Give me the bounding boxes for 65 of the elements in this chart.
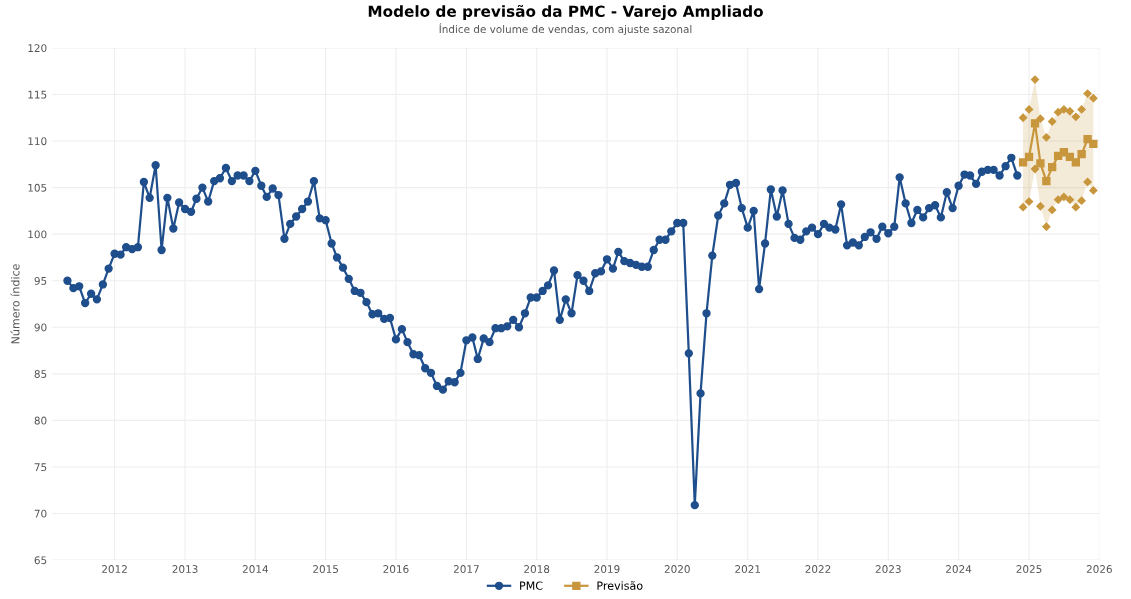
x-tick-label: 2025 — [1016, 565, 1042, 573]
y-tick-label: 115 — [28, 90, 47, 99]
x-tick-label: 2016 — [383, 565, 409, 573]
y-tick-label: 85 — [34, 370, 47, 378]
x-tick-label: 2014 — [242, 565, 269, 573]
point — [1036, 159, 1045, 168]
point — [1089, 186, 1098, 195]
point — [1042, 222, 1051, 231]
x-tick-label: 2015 — [313, 565, 338, 573]
y-tick-label: 100 — [28, 230, 47, 239]
point — [1059, 105, 1069, 114]
y-tick-label: 70 — [34, 509, 47, 518]
y-axis-title: Número índice — [10, 264, 20, 344]
y-tick-label: 80 — [34, 416, 47, 425]
point — [1042, 133, 1051, 142]
x-tick-label: 2022 — [805, 565, 831, 573]
point — [1048, 117, 1057, 126]
y-tick-label: 90 — [34, 323, 47, 332]
x-tick-label: 2020 — [664, 565, 690, 573]
point — [1071, 158, 1081, 167]
x-tick-label: 2012 — [102, 565, 127, 573]
chart-subtitle: Índice de volume de vendas, com ajuste sazonal — [439, 23, 692, 36]
point — [1047, 162, 1057, 172]
x-tick-label: 2026 — [1086, 565, 1112, 573]
y-tick-label: 65 — [34, 556, 47, 565]
point — [1024, 152, 1034, 162]
point — [1059, 192, 1069, 202]
point — [1089, 139, 1098, 148]
chart-title: Modelo de previsão da PMC - Varejo Ampliado — [368, 4, 763, 21]
legend-label: PMC — [520, 581, 543, 590]
point — [1018, 203, 1028, 212]
point — [1071, 112, 1080, 121]
x-tick-label: 2013 — [172, 565, 198, 573]
point — [1042, 176, 1051, 186]
point — [1053, 195, 1063, 204]
y-tick-label: 95 — [34, 276, 47, 285]
point — [1071, 203, 1080, 212]
point — [1048, 205, 1057, 215]
point — [1030, 119, 1040, 128]
x-tick-label: 2018 — [524, 565, 550, 573]
x-tick-label: 2024 — [946, 565, 972, 573]
point — [1024, 197, 1034, 206]
point — [1018, 113, 1028, 122]
point — [1036, 114, 1045, 123]
point — [1065, 195, 1075, 204]
point — [1083, 177, 1092, 187]
y-tick-label: 110 — [28, 137, 47, 146]
x-tick-label: 2017 — [453, 565, 479, 573]
y-tick-label: 75 — [34, 463, 47, 472]
point — [1077, 196, 1086, 205]
x-tick-label: 2021 — [735, 565, 761, 573]
y-tick-label: 120 — [28, 44, 47, 53]
point — [1083, 89, 1092, 98]
x-tick-label: 2019 — [594, 565, 620, 573]
point — [1018, 158, 1028, 167]
point — [1024, 105, 1034, 114]
point — [1065, 107, 1075, 116]
point — [1077, 105, 1086, 114]
x-tick-label: 2023 — [875, 565, 901, 573]
y-tick-label: 105 — [28, 183, 47, 192]
point — [1053, 108, 1063, 117]
point — [1077, 149, 1086, 159]
point — [1036, 202, 1045, 211]
point — [1089, 94, 1098, 103]
legend-label: Previsão — [597, 581, 643, 590]
